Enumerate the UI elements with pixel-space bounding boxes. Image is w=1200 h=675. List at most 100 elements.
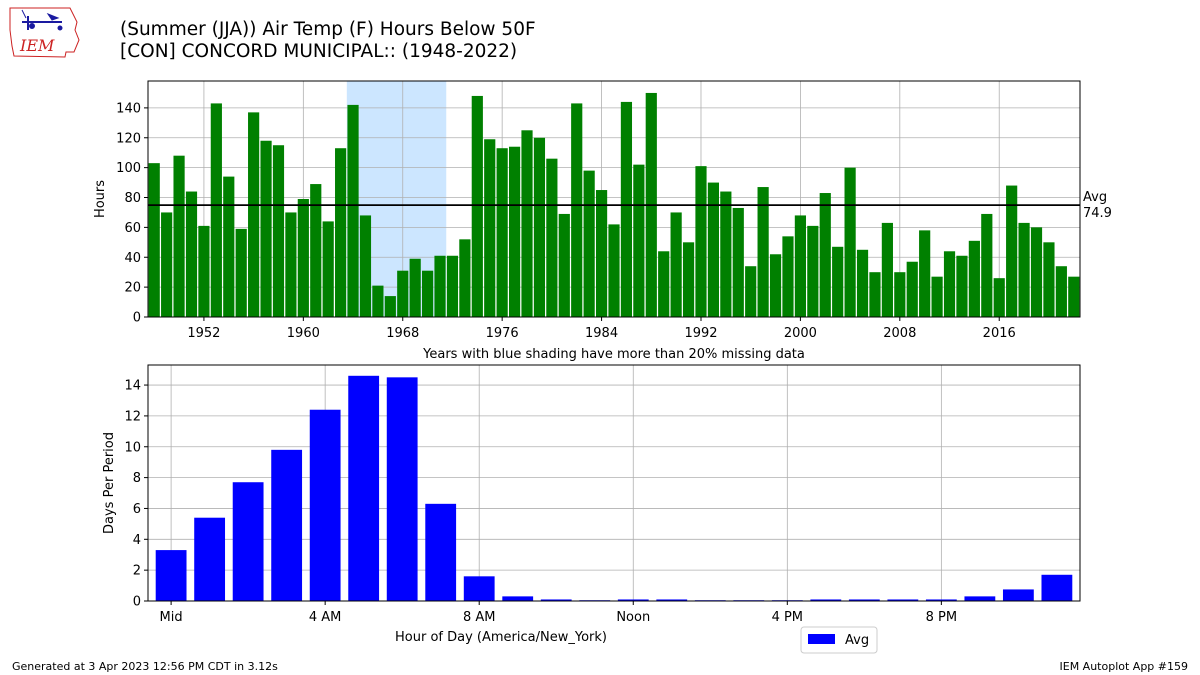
bar — [272, 145, 285, 317]
footer-app-text: IEM Autoplot App #159 — [1059, 660, 1189, 673]
bar — [271, 449, 303, 601]
bar — [148, 163, 160, 317]
bar — [322, 221, 334, 317]
bar — [794, 215, 806, 317]
bar — [925, 599, 957, 601]
y-tick-label: 100 — [116, 161, 141, 176]
plot-frame — [147, 80, 1081, 318]
average-value-label: 74.9 — [1083, 206, 1112, 221]
y-tick-label: 10 — [124, 440, 141, 455]
bar — [981, 213, 993, 317]
bar — [670, 212, 682, 317]
y-tick-label: 14 — [124, 379, 141, 394]
bar — [1030, 227, 1043, 317]
footer-generated-text: Generated at 3 Apr 2023 12:56 PM CDT in … — [12, 660, 278, 673]
bar — [359, 215, 372, 317]
bar — [348, 375, 380, 601]
y-tick-label: 20 — [124, 281, 141, 296]
x-tick-label: 4 AM — [309, 610, 342, 625]
bar — [185, 191, 198, 317]
average-label: Avg — [1083, 190, 1107, 205]
x-tick-label: 2016 — [983, 326, 1016, 341]
bar — [260, 140, 272, 317]
bar — [894, 272, 906, 317]
bar — [956, 255, 968, 317]
bar — [540, 599, 572, 601]
legend-box — [800, 626, 878, 654]
x-tick-label: 2000 — [784, 326, 817, 341]
bar — [459, 239, 471, 317]
bar — [521, 130, 533, 317]
bar — [1041, 574, 1073, 601]
bar — [484, 139, 496, 317]
y-axis-label: Hours — [93, 180, 108, 218]
x-tick-label: Mid — [160, 610, 183, 625]
bar — [1018, 222, 1030, 317]
bar — [658, 251, 670, 317]
y-tick-label: 80 — [124, 191, 141, 206]
bar — [409, 258, 421, 317]
bar — [964, 596, 996, 601]
y-tick-label: 40 — [124, 251, 141, 266]
x-tick-label: 8 PM — [926, 610, 957, 625]
legend: Avg — [800, 626, 878, 654]
y-tick-label: 60 — [124, 221, 141, 236]
bar — [745, 266, 757, 317]
bar — [223, 176, 235, 317]
bar — [1055, 266, 1067, 317]
bar — [633, 164, 645, 317]
bar — [695, 166, 707, 317]
x-tick-label: 1984 — [585, 326, 618, 341]
bar — [656, 599, 688, 601]
bar — [232, 482, 264, 601]
bar — [173, 155, 185, 317]
x-tick-label: 2008 — [883, 326, 916, 341]
bar — [297, 199, 309, 317]
legend-label: Avg — [845, 633, 869, 648]
x-tick-label: 1992 — [684, 326, 717, 341]
bar — [235, 228, 247, 317]
bar — [943, 251, 956, 317]
bar — [309, 409, 341, 601]
chart-title-line2: [CON] CONCORD MUNICIPAL:: (1948-2022) — [120, 41, 517, 62]
bar — [869, 272, 881, 317]
bar — [425, 503, 457, 601]
bar — [335, 148, 347, 317]
x-tick-label: 1976 — [486, 326, 519, 341]
bar — [968, 240, 980, 317]
y-tick-label: 140 — [116, 101, 141, 116]
bar — [595, 190, 608, 317]
bar — [496, 148, 508, 317]
x-tick-label: 8 AM — [463, 610, 496, 625]
y-tick-label: 12 — [124, 409, 141, 424]
chart-title-line1: (Summer (JJA)) Air Temp (F) Hours Below … — [120, 19, 536, 40]
bar — [210, 103, 222, 317]
y-tick-label: 8 — [133, 471, 141, 486]
bar — [1002, 589, 1034, 601]
bar — [463, 576, 495, 601]
bar — [848, 599, 880, 601]
bar — [810, 599, 842, 601]
bar — [1068, 276, 1080, 317]
bar — [471, 95, 483, 317]
logo-text: IEM — [19, 36, 55, 55]
x-axis-label: Years with blue shading have more than 2… — [422, 347, 805, 362]
bar — [347, 104, 359, 317]
bar — [819, 193, 831, 317]
bar — [372, 285, 384, 317]
bar — [194, 517, 226, 601]
bar — [1043, 242, 1055, 317]
bar — [161, 212, 173, 317]
bar — [682, 242, 695, 317]
y-tick-label: 0 — [133, 595, 141, 610]
y-axis-label: Days Per Period — [102, 432, 117, 534]
bar — [807, 225, 819, 317]
bar — [310, 184, 322, 317]
weather-station-icon — [21, 9, 63, 31]
iem-logo: IEM — [9, 7, 80, 58]
bar — [508, 146, 521, 317]
bar — [583, 170, 595, 317]
bar — [386, 377, 418, 601]
bar — [993, 278, 1005, 317]
